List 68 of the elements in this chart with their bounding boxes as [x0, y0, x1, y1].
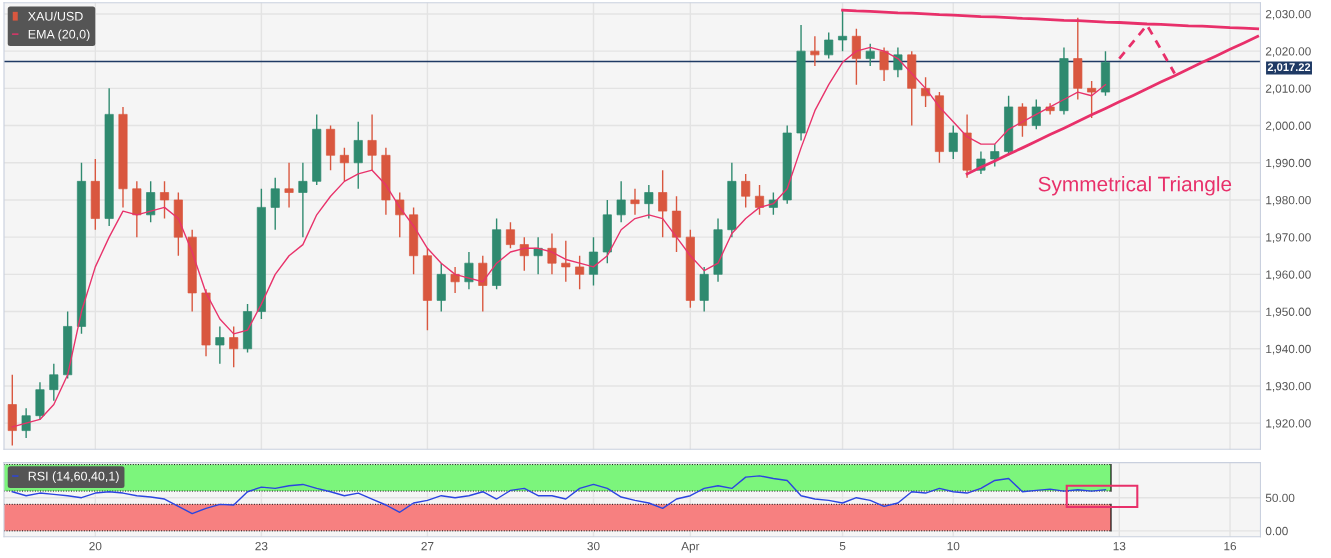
y-tick-label: 1,990.00 — [1266, 158, 1311, 169]
y-tick-label: 0.00 — [1265, 526, 1288, 536]
candlestick — [824, 31, 834, 60]
candlestick — [588, 236, 598, 287]
legend-label: RSI (14,60,40,1) — [28, 471, 119, 483]
candlestick — [353, 121, 363, 190]
candlestick — [298, 162, 308, 238]
candlestick — [575, 255, 585, 290]
candlestick — [339, 147, 349, 183]
y-tick-label: 2,000.00 — [1265, 121, 1311, 132]
y-tick-label: 1,930.00 — [1266, 381, 1311, 392]
candlestick — [533, 236, 543, 276]
candlestick — [464, 251, 474, 290]
x-tick-label: 27 — [421, 541, 434, 551]
candlestick — [284, 162, 294, 209]
candlestick — [851, 28, 861, 86]
candlestick — [755, 184, 765, 216]
candlestick — [658, 169, 668, 238]
candlestick — [741, 173, 751, 209]
x-tick-label: 30 — [587, 541, 600, 551]
candlestick — [478, 255, 488, 313]
candlestick — [49, 362, 59, 402]
candlestick — [146, 180, 156, 223]
x-tick-label: 5 — [839, 542, 846, 551]
x-tick-label: 23 — [255, 541, 268, 551]
candlestick — [505, 221, 515, 250]
candlestick — [644, 184, 654, 220]
y-tick-label: 1,980.00 — [1266, 195, 1311, 206]
candlestick — [160, 180, 170, 220]
x-tick-label: 20 — [89, 541, 102, 551]
candlestick — [1017, 102, 1027, 138]
candlestick — [838, 9, 848, 52]
candlestick — [810, 35, 820, 67]
x-tick-label: 16 — [1224, 541, 1237, 551]
candlestick — [893, 46, 903, 78]
candlestick — [879, 46, 889, 82]
candlestick — [1087, 80, 1097, 119]
x-tick-label: 10 — [947, 541, 960, 551]
y-tick-label: 2,020.00 — [1265, 47, 1311, 57]
x-tick-label: Apr — [681, 542, 700, 553]
line-series — [841, 8, 1260, 31]
candlestick — [948, 124, 958, 160]
candlestick — [519, 236, 529, 272]
y-tick-label: 50.00 — [1265, 493, 1295, 503]
x-tick-label: 13 — [1113, 541, 1126, 551]
y-tick-label: 1,920.00 — [1266, 419, 1311, 429]
y-tick-label: 2,010.00 — [1265, 84, 1311, 95]
y-tick-label: 1,970.00 — [1266, 233, 1311, 243]
y-tick-label: 1,950.00 — [1266, 307, 1311, 318]
candlestick — [630, 188, 640, 216]
legend-label: XAU/USD — [28, 11, 83, 21]
candlestick — [1031, 98, 1041, 130]
candlestick — [229, 325, 239, 369]
y-tick-label: 1,940.00 — [1266, 344, 1311, 355]
ref-line-label: 2,017.22 — [1267, 63, 1311, 73]
y-tick-label: 1,960.00 — [1266, 270, 1311, 281]
y-tick-label: 2,030.00 — [1265, 9, 1311, 20]
candlestick — [547, 232, 557, 276]
candlestick — [21, 407, 31, 439]
candlestick — [561, 240, 571, 283]
candlestick — [215, 325, 225, 365]
candlestick — [270, 176, 280, 231]
candlestick — [865, 43, 875, 67]
candlestick — [616, 180, 626, 223]
annotation: Symmetrical Triangle — [1038, 176, 1232, 196]
legend-label: EMA (20,0) — [28, 29, 90, 42]
candlestick — [450, 266, 460, 294]
candlestick — [367, 113, 377, 171]
